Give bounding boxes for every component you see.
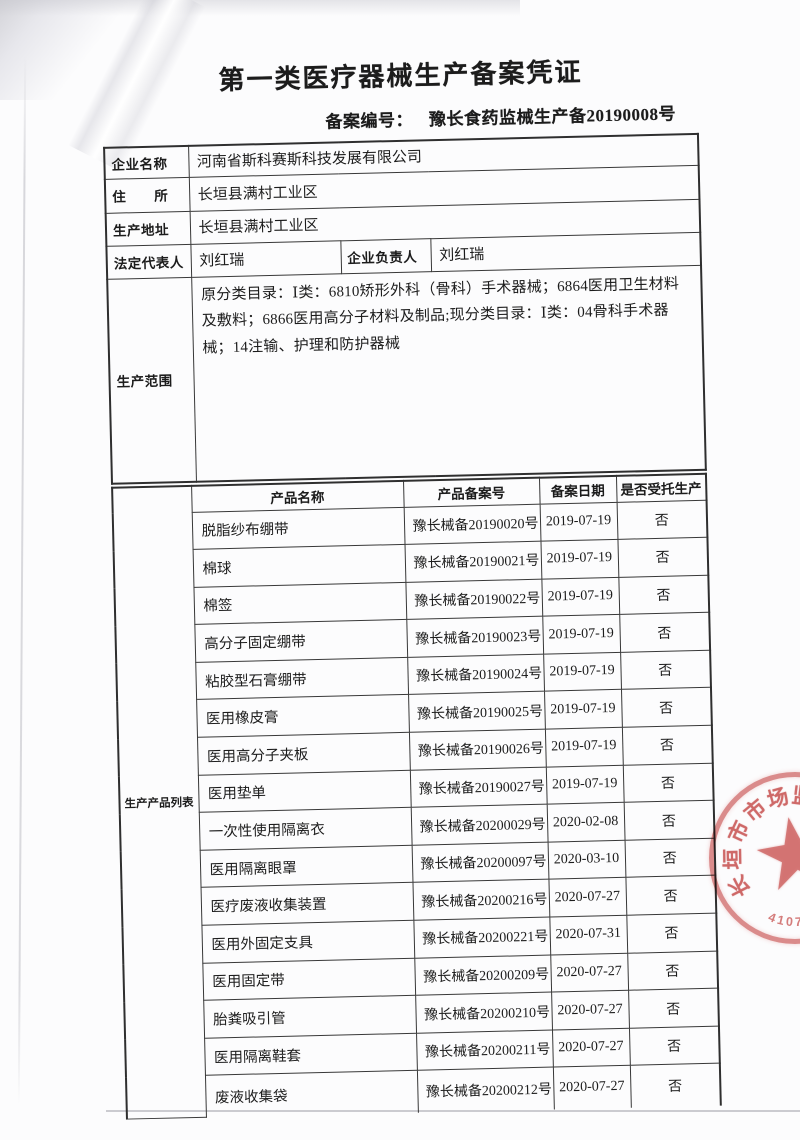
product-date-cell: 2020-07-27 xyxy=(551,990,629,1030)
header-entrusted: 是否受托生产 xyxy=(615,473,707,502)
product-entrusted-cell: 否 xyxy=(621,725,713,765)
filing-number-value: 豫长食药监械生产备20190008号 xyxy=(428,104,677,130)
product-name-cell: 医用隔离眼罩 xyxy=(199,845,413,888)
product-entrusted-cell: 否 xyxy=(623,800,715,841)
product-date-cell: 2019-07-19 xyxy=(543,652,622,692)
product-date-cell: 2019-07-19 xyxy=(545,764,624,805)
product-name-cell: 棉球 xyxy=(192,544,406,588)
product-regno-cell: 豫长械备20190023号 xyxy=(406,616,544,658)
product-name-cell: 医用固定带 xyxy=(202,957,416,1001)
seal-arc-char: 垣 xyxy=(721,848,746,870)
production-scope-label: 生产范围 xyxy=(107,276,196,484)
product-name-cell: 棉签 xyxy=(193,582,407,625)
product-name-cell: 医用隔离鞋套 xyxy=(204,1033,417,1076)
product-name-cell: 医疗废液收集装置 xyxy=(200,882,414,926)
product-regno-cell: 豫长械备20200097号 xyxy=(411,841,549,883)
product-entrusted-cell: 否 xyxy=(625,875,717,916)
product-date-cell: 2020-07-27 xyxy=(551,1028,630,1068)
product-date-cell: 2019-07-19 xyxy=(541,577,620,617)
product-entrusted-cell: 否 xyxy=(617,537,709,578)
product-name-cell: 医用橡皮膏 xyxy=(196,694,409,738)
product-regno-cell: 豫长械备20200211号 xyxy=(416,1029,553,1071)
product-regno-cell: 豫长械备20190027号 xyxy=(409,766,547,808)
product-entrusted-cell: 否 xyxy=(627,950,719,991)
product-entrusted-cell: 否 xyxy=(620,650,711,690)
product-name-cell: 医用外固定支具 xyxy=(201,920,415,963)
enterprise-manager-label: 企业负责人 xyxy=(340,238,432,274)
header-filing-date: 备案日期 xyxy=(538,475,617,504)
production-scope-row: 生产范围 原分类目录：Ⅰ类：6810矫形外科（骨科）手术器械；6864医用卫生材… xyxy=(107,264,706,484)
product-date-cell: 2020-03-10 xyxy=(547,840,626,880)
product-regno-cell: 豫长械备20200216号 xyxy=(412,879,550,921)
company-info-table: 企业名称 河南省斯科赛斯科技发展有限公司 住 所 长垣县满村工业区 生产地址 长… xyxy=(103,132,707,485)
product-date-cell: 2019-07-19 xyxy=(539,501,618,542)
product-regno-cell: 豫长械备20200029号 xyxy=(410,804,548,846)
filing-number-line: 备案编号： 豫长食药监械生产备20190008号 xyxy=(325,99,676,132)
product-date-cell: 2020-07-27 xyxy=(548,877,627,918)
product-regno-cell: 豫长械备20190020号 xyxy=(403,503,541,545)
product-date-cell: 2020-07-27 xyxy=(552,1065,631,1110)
scan-top-shadow xyxy=(0,0,520,16)
product-entrusted-cell: 否 xyxy=(616,499,708,540)
product-entrusted-cell: 否 xyxy=(621,687,712,728)
seal-serial-digit: 7 xyxy=(794,914,800,930)
product-regno-cell: 豫长械备20190026号 xyxy=(408,729,546,770)
product-entrusted-cell: 否 xyxy=(626,913,718,953)
product-date-cell: 2019-07-19 xyxy=(540,539,619,579)
production-scope-value: 原分类目录：Ⅰ类：6810矫形外科（骨科）手术器械；6864医用卫生材料及敷料；… xyxy=(191,264,706,482)
product-date-cell: 2019-07-19 xyxy=(542,614,621,655)
product-regno-cell: 豫长械备20200212号 xyxy=(416,1067,554,1113)
product-regno-cell: 豫长械备20200221号 xyxy=(413,917,551,958)
product-date-cell: 2019-07-19 xyxy=(544,727,623,767)
company-name-label: 企业名称 xyxy=(104,145,189,179)
product-entrusted-cell: 否 xyxy=(628,988,719,1029)
product-name-cell: 脱脂纱布绷带 xyxy=(191,506,405,550)
product-entrusted-cell: 否 xyxy=(622,762,714,803)
product-regno-cell: 豫长械备20200210号 xyxy=(415,992,552,1034)
product-list-table: 生产产品列表 产品名称 产品备案号 备案日期 是否受托生产 脱脂纱布绷带 豫长械备… xyxy=(111,472,722,1121)
product-name-cell: 粘胶型石膏绷带 xyxy=(195,657,409,700)
product-name-cell: 医用高分子夹板 xyxy=(197,732,410,775)
product-regno-cell: 豫长械备20190021号 xyxy=(404,541,542,583)
product-regno-cell: 豫长械备20190025号 xyxy=(408,691,545,733)
product-regno-cell: 豫长械备20190022号 xyxy=(405,578,543,620)
header-product-regno: 产品备案号 xyxy=(403,477,540,507)
product-name-cell: 废液收集袋 xyxy=(204,1070,418,1118)
product-regno-cell: 豫长械备20190024号 xyxy=(407,654,545,695)
legal-representative-value: 刘红瑞 xyxy=(190,240,342,277)
paper-fold-line xyxy=(106,1110,800,1112)
product-entrusted-cell: 否 xyxy=(628,1025,720,1066)
document-title: 第一类医疗器械生产备案凭证 xyxy=(218,57,583,96)
residence-label: 住 所 xyxy=(104,176,190,213)
seal-serial-digit: 0 xyxy=(785,914,794,930)
product-name-cell: 高分子固定绷带 xyxy=(194,619,408,663)
product-name-cell: 胎粪吸引管 xyxy=(203,995,417,1039)
product-entrusted-cell: 否 xyxy=(619,612,711,653)
production-address-label: 生产地址 xyxy=(105,210,191,246)
filing-number-label: 备案编号： xyxy=(325,110,414,132)
product-name-cell: 一次性使用隔离衣 xyxy=(198,807,412,851)
product-entrusted-cell: 否 xyxy=(624,838,716,878)
legal-representative-label: 法定代表人 xyxy=(106,243,192,279)
product-table-body: 生产产品列表 产品名称 产品备案号 备案日期 是否受托生产 脱脂纱布绷带 豫长械备… xyxy=(112,473,721,1120)
product-entrusted-cell: 否 xyxy=(618,574,710,615)
product-regno-cell: 豫长械备20200209号 xyxy=(414,954,552,996)
product-date-cell: 2020-02-08 xyxy=(546,802,625,842)
product-entrusted-cell: 否 xyxy=(629,1063,721,1108)
product-list-section-label: 生产产品列表 xyxy=(112,485,206,1120)
product-name-cell: 医用垫单 xyxy=(197,769,411,813)
product-date-cell: 2020-07-27 xyxy=(550,952,629,993)
product-date-cell: 2019-07-19 xyxy=(544,689,622,730)
product-date-cell: 2020-07-31 xyxy=(549,915,628,955)
